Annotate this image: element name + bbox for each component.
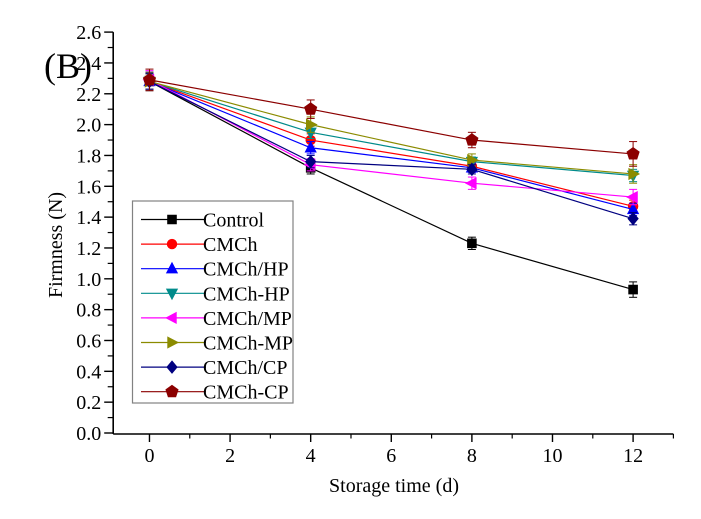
legend-item-label: Control — [203, 210, 265, 232]
y-tick-label: 2.0 — [76, 115, 101, 137]
series-marker — [628, 167, 641, 181]
legend-item-label: CMCh-CP — [203, 382, 289, 404]
legend-item-marker — [165, 288, 179, 301]
series-line — [149, 80, 634, 207]
legend-item-marker — [166, 238, 178, 250]
y-tick-label: 0.8 — [76, 300, 101, 322]
series-marker — [467, 153, 479, 167]
y-tick-label: 0.0 — [76, 423, 101, 445]
y-tick-label: 0.4 — [76, 361, 101, 383]
legend-item-marker — [165, 261, 179, 274]
series-marker — [466, 162, 478, 177]
x-tick-label: 12 — [623, 445, 643, 467]
series-line — [149, 79, 634, 155]
series-marker — [304, 102, 318, 115]
legend-item-marker — [165, 311, 177, 325]
series-marker — [304, 140, 317, 153]
series-line — [149, 79, 634, 198]
series-marker — [305, 118, 318, 131]
legend-box — [131, 200, 294, 404]
legend-item-label: CMCh/CP — [203, 357, 287, 379]
y-axis-title: Firmness (N) — [45, 192, 67, 298]
legend-item-label: CMCh-MP — [203, 333, 293, 355]
x-tick-label: 4 — [306, 445, 316, 467]
series-marker — [465, 133, 479, 146]
series-marker — [142, 72, 157, 86]
y-tick-label: 1.8 — [76, 145, 101, 167]
x-axis-title: Storage time (d) — [329, 475, 459, 497]
series-marker — [467, 238, 477, 249]
x-tick-label: 10 — [542, 445, 562, 467]
x-tick-label: 0 — [144, 445, 154, 467]
legend-item-marker — [167, 336, 179, 349]
y-tick-label: 1.0 — [76, 269, 101, 291]
legend-item-label: CMCh/MP — [203, 308, 292, 330]
series-line — [149, 80, 634, 291]
x-tick-label: 6 — [386, 445, 396, 467]
series-marker — [628, 284, 638, 295]
y-tick-label: 0.2 — [76, 392, 101, 414]
series-marker — [626, 190, 638, 204]
series-marker — [627, 211, 639, 226]
legend-item-marker — [167, 214, 177, 225]
y-tick-label: 1.2 — [76, 238, 101, 260]
series-line — [149, 80, 634, 177]
legend-item-marker — [165, 384, 179, 398]
x-tick-label: 2 — [225, 445, 235, 467]
series-marker — [626, 146, 640, 160]
y-tick-label: 2.6 — [76, 22, 101, 44]
x-tick-label: 8 — [467, 445, 477, 467]
plot-area: 0 2 4 6 8 10 12 0.0 0.2 0.4 0.6 0.8 1.0 1.2 1.4 1.6 1.8 2… — [76, 22, 675, 467]
series-marker — [464, 177, 477, 190]
figure-label: (B) — [44, 46, 92, 86]
legend-item-marker — [166, 360, 178, 374]
y-tick-label: 2.4 — [76, 53, 101, 75]
y-tick-label: 0.6 — [76, 330, 101, 352]
y-tick-label: 1.4 — [76, 207, 101, 229]
legend-item-label: CMCh — [203, 234, 257, 256]
y-tick-label: 1.6 — [76, 176, 101, 198]
series-line — [149, 80, 634, 175]
legend-item-label: CMCh/HP — [203, 259, 289, 281]
y-tick-label: 2.2 — [76, 84, 101, 106]
series-marker — [305, 154, 317, 169]
legend-item-label: CMCh-HP — [203, 283, 290, 305]
series-line — [149, 80, 634, 220]
series-line — [149, 80, 634, 211]
